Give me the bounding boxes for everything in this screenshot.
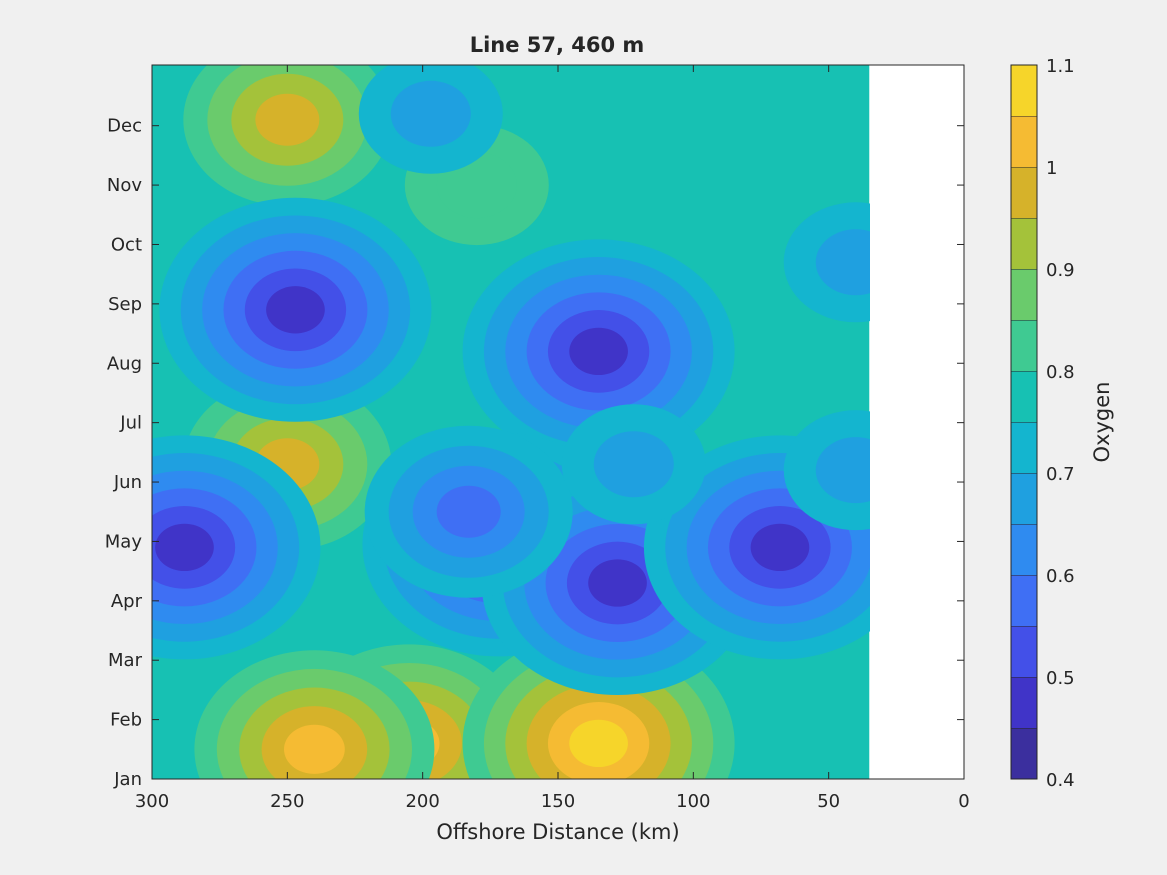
x-tick-label: 150 — [541, 791, 575, 812]
contour-feature — [183, 65, 392, 206]
contour-field — [152, 65, 870, 779]
x-tick-label: 100 — [676, 791, 710, 812]
y-tick-label: Feb — [110, 710, 142, 731]
colorbar-tick-label: 1.1 — [1046, 56, 1075, 77]
colorbar-tick-label: 1 — [1046, 158, 1057, 179]
y-tick-label: Dec — [107, 116, 142, 137]
colorbar-segment — [1011, 524, 1037, 575]
colorbar-segment — [1011, 320, 1037, 371]
colorbar-tick-label: 0.5 — [1046, 668, 1075, 689]
contour-feature — [364, 425, 573, 598]
x-tick-label: 0 — [958, 791, 969, 812]
colorbar-segment — [1011, 422, 1037, 473]
colorbar-segment — [1011, 167, 1037, 218]
colorbar-segment — [1011, 728, 1037, 779]
colorbar-tick-label: 0.7 — [1046, 464, 1075, 485]
colorbar-tick-label: 0.6 — [1046, 566, 1075, 587]
y-tick-label: May — [105, 531, 143, 552]
contour-feature — [783, 410, 870, 531]
colorbar-segment — [1011, 218, 1037, 269]
y-tick-label: Oct — [111, 234, 142, 255]
colorbar-segment — [1011, 473, 1037, 524]
colorbar: 0.4 0.5 0.6 0.7 0.8 0.9 1 1.1 — [1010, 56, 1075, 791]
x-tick-label: 300 — [135, 791, 169, 812]
colorbar-segment — [1011, 116, 1037, 167]
contour-level — [390, 80, 471, 147]
contour-feature — [152, 435, 321, 660]
contour-level — [266, 286, 325, 334]
y-tick-label: Aug — [107, 353, 142, 374]
colorbar-tick-label: 0.4 — [1046, 770, 1075, 791]
colorbar-segment — [1011, 269, 1037, 320]
colorbar-tick-label: 0.8 — [1046, 362, 1075, 383]
chart-title: Line 57, 460 m — [470, 33, 645, 57]
contour-level — [255, 93, 320, 146]
colorbar-label: Oxygen — [1090, 382, 1114, 463]
contour-level — [569, 719, 628, 768]
y-tick-label: Jan — [113, 769, 142, 790]
colorbar-tick-label: 0.9 — [1046, 260, 1075, 281]
contour-feature — [159, 197, 432, 422]
y-axis: Jan Feb Mar Apr May Jun Jul Aug Sep Oct Nov Dec — [105, 116, 964, 790]
contour-level — [593, 431, 674, 498]
contour-level — [436, 485, 501, 538]
x-tick-label: 250 — [270, 791, 304, 812]
contour-level — [569, 327, 628, 376]
contour-level — [588, 559, 647, 607]
y-tick-label: Apr — [111, 591, 143, 612]
x-axis: 300 250 200 150 100 50 0 — [135, 65, 970, 812]
colorbar-box — [1010, 64, 1038, 780]
y-tick-label: Jul — [119, 413, 142, 434]
contour-level — [750, 523, 810, 572]
colorbar-segment — [1011, 677, 1037, 728]
x-axis-label: Offshore Distance (km) — [436, 820, 679, 844]
colorbar-segment — [1011, 626, 1037, 677]
contour-level — [815, 437, 870, 504]
contour-feature — [194, 650, 435, 779]
contour-feature — [783, 202, 870, 323]
contour-feature — [561, 404, 706, 525]
contour-level — [284, 724, 345, 774]
y-tick-label: Mar — [108, 650, 143, 671]
colorbar-segment — [1011, 65, 1037, 116]
contour-level — [155, 523, 214, 572]
y-tick-label: Jun — [113, 472, 142, 493]
x-tick-label: 200 — [405, 791, 439, 812]
contour-feature — [358, 65, 503, 174]
x-tick-label: 50 — [817, 791, 840, 812]
colorbar-segment — [1011, 371, 1037, 422]
contour-feature — [462, 239, 735, 464]
y-tick-label: Sep — [108, 294, 142, 315]
contour-level — [815, 229, 870, 296]
y-tick-label: Nov — [107, 175, 142, 196]
colorbar-segment — [1011, 575, 1037, 626]
